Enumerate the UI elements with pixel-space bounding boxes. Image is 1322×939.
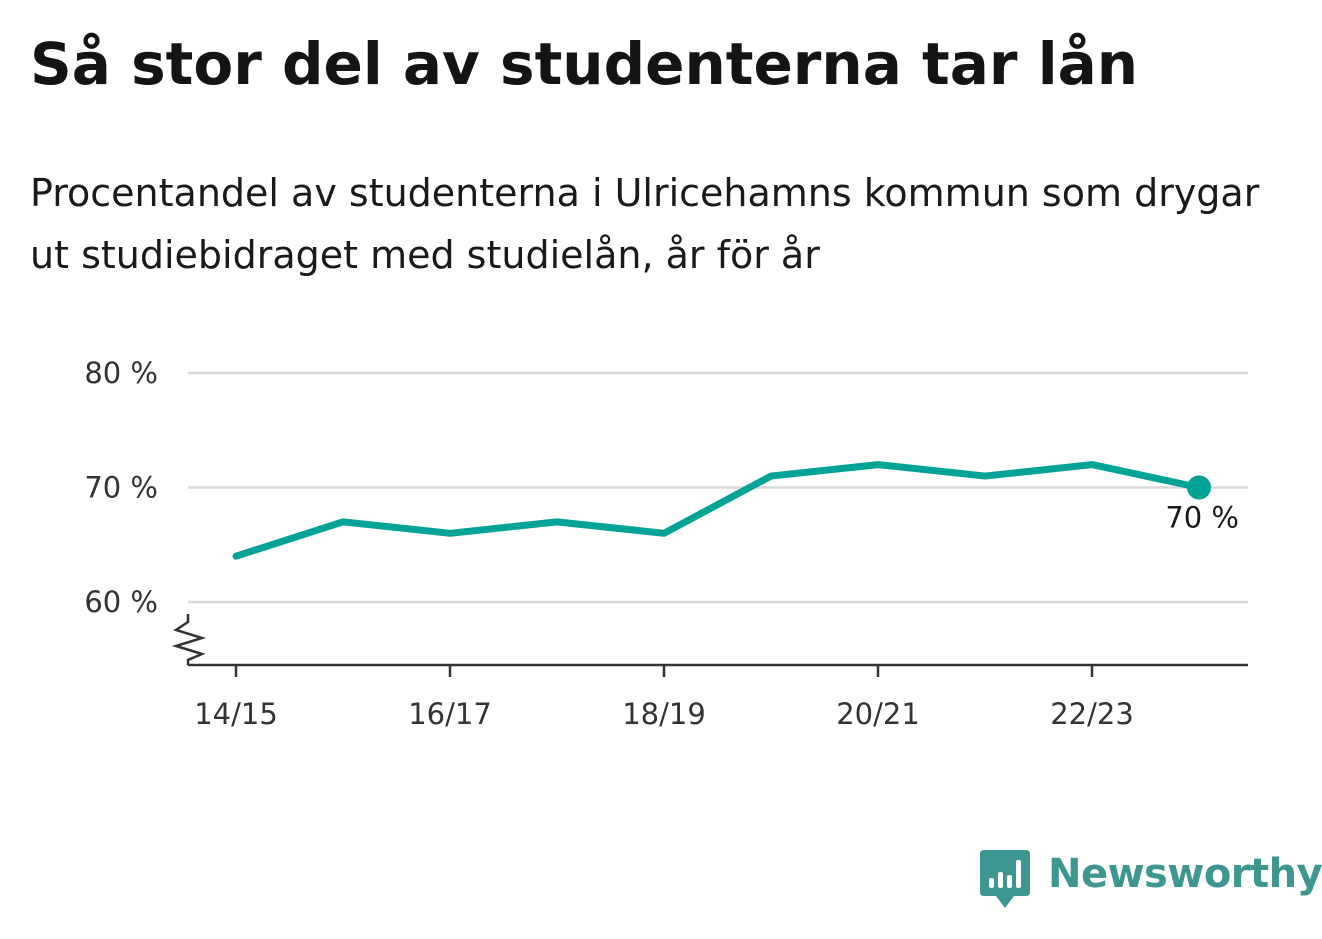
y-tick-label: 70 % bbox=[84, 471, 158, 505]
line-chart: 60 % 70 % 80 % 14/15 16/17 18/19 20/21 22/23 70 … bbox=[84, 356, 1248, 731]
x-tick-label: 22/23 bbox=[1050, 697, 1134, 731]
x-tick-label: 20/21 bbox=[836, 697, 920, 731]
chart-subtitle: Procentandel av studenterna i Ulricehamn… bbox=[30, 171, 1260, 277]
x-tick-label: 14/15 bbox=[194, 697, 278, 731]
end-point-marker bbox=[1187, 475, 1211, 500]
x-tick-label: 18/19 bbox=[622, 697, 706, 731]
x-tick-label: 16/17 bbox=[408, 697, 492, 731]
y-tick-label: 60 % bbox=[84, 585, 158, 619]
chart-title: Så stor del av studenterna tar lån bbox=[30, 30, 1139, 98]
newsworthy-logo: Newsworthy bbox=[980, 850, 1322, 912]
end-value-label: 70 % bbox=[1165, 501, 1239, 535]
y-tick-label: 80 % bbox=[84, 356, 158, 390]
newsworthy-logo-icon bbox=[980, 850, 1030, 908]
axis-break-icon bbox=[171, 614, 207, 665]
series-line bbox=[232, 461, 1203, 560]
logo-wordmark: Newsworthy bbox=[1048, 851, 1322, 897]
